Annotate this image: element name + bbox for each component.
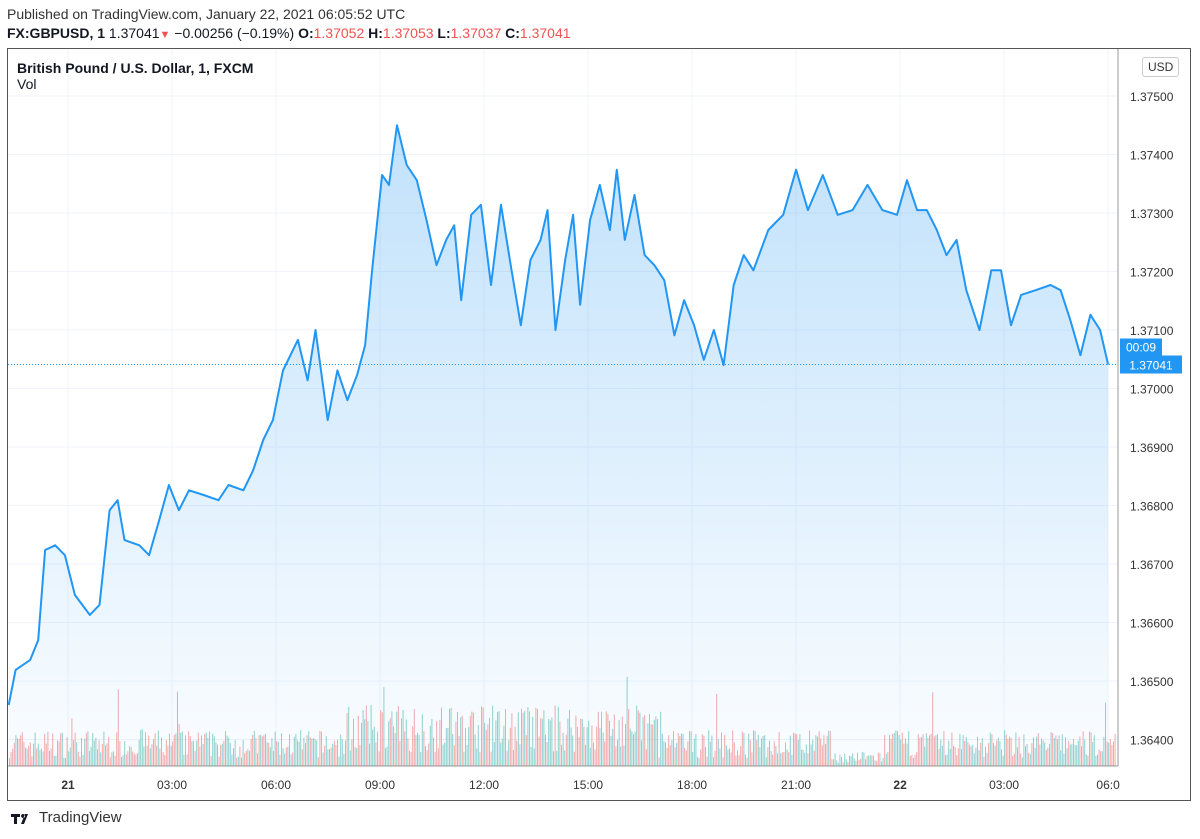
y-tick-label: 1.37200 — [1130, 266, 1174, 280]
x-tick-label: 06:0 — [1096, 778, 1120, 792]
volume-bar — [1109, 738, 1111, 766]
x-tick-label: 06:00 — [261, 778, 291, 792]
y-tick-label: 1.36800 — [1130, 500, 1174, 514]
x-tick-label: 18:00 — [677, 778, 707, 792]
legend-title: British Pound / U.S. Dollar, 1, FXCM — [17, 60, 254, 76]
low-value: 1.37037 — [450, 25, 502, 41]
y-tick-label: 1.37300 — [1130, 207, 1174, 221]
price-area-fill — [8, 125, 1109, 766]
currency-button[interactable]: USD — [1142, 57, 1180, 77]
x-tick-label: 03:00 — [989, 778, 1019, 792]
y-tick-label: 1.37000 — [1130, 383, 1174, 397]
x-tick-label: 22 — [893, 778, 907, 792]
published-caption: Published on TradingView.com, January 22… — [7, 6, 406, 22]
volume-bar — [1111, 745, 1113, 766]
y-tick-label: 1.36400 — [1130, 734, 1174, 748]
last-price: 1.37041 — [108, 25, 160, 41]
x-tick-label: 15:00 — [573, 778, 603, 792]
y-tick-label: 1.37100 — [1130, 324, 1174, 338]
volume-bar — [1114, 733, 1116, 766]
open-label: O: — [298, 25, 314, 41]
low-label: L: — [437, 25, 451, 41]
symbol-info: FX:GBPUSD, 1 1.37041▼ −0.00256 (−0.19%) … — [7, 25, 571, 41]
y-tick-label: 1.37400 — [1130, 149, 1174, 163]
high-label: H: — [368, 25, 383, 41]
price-line — [7, 124, 1110, 706]
last-price-badge — [1120, 355, 1182, 374]
volume-bar — [1108, 742, 1110, 766]
y-tick-label: 1.36700 — [1130, 558, 1174, 572]
x-tick-label: 21 — [61, 778, 75, 792]
symbol-label: FX:GBPUSD, 1 — [7, 25, 106, 41]
price-change: −0.00256 (−0.19%) — [174, 25, 295, 41]
x-tick-label: 12:00 — [469, 778, 499, 792]
x-tick-label: 09:00 — [365, 778, 395, 792]
countdown-badge — [1120, 338, 1162, 356]
close-value: 1.37041 — [519, 25, 571, 41]
chart-legend: British Pound / U.S. Dollar, 1, FXCM Vol — [17, 60, 253, 92]
last-price-label: 1.37041 — [1129, 359, 1173, 373]
x-tick-label: 21:00 — [781, 778, 811, 792]
logo-text: TradingView — [39, 809, 122, 826]
chart-frame — [7, 48, 1191, 801]
down-triangle-icon: ▼ — [159, 29, 171, 41]
x-tick-label: 03:00 — [157, 778, 187, 792]
countdown-label: 00:09 — [1126, 341, 1156, 355]
high-value: 1.37053 — [382, 25, 434, 41]
tradingview-logo-icon — [11, 813, 28, 824]
y-tick-label: 1.36600 — [1130, 617, 1174, 631]
y-tick-label: 1.36900 — [1130, 441, 1174, 455]
legend-volume: Vol — [17, 76, 37, 92]
volume-bar — [1113, 741, 1114, 766]
close-label: C: — [505, 25, 520, 41]
y-tick-label: 1.36500 — [1130, 675, 1174, 689]
open-value: 1.37052 — [313, 25, 365, 41]
y-tick-label: 1.37500 — [1130, 90, 1174, 104]
tradingview-logo[interactable]: TradingView — [10, 809, 122, 826]
